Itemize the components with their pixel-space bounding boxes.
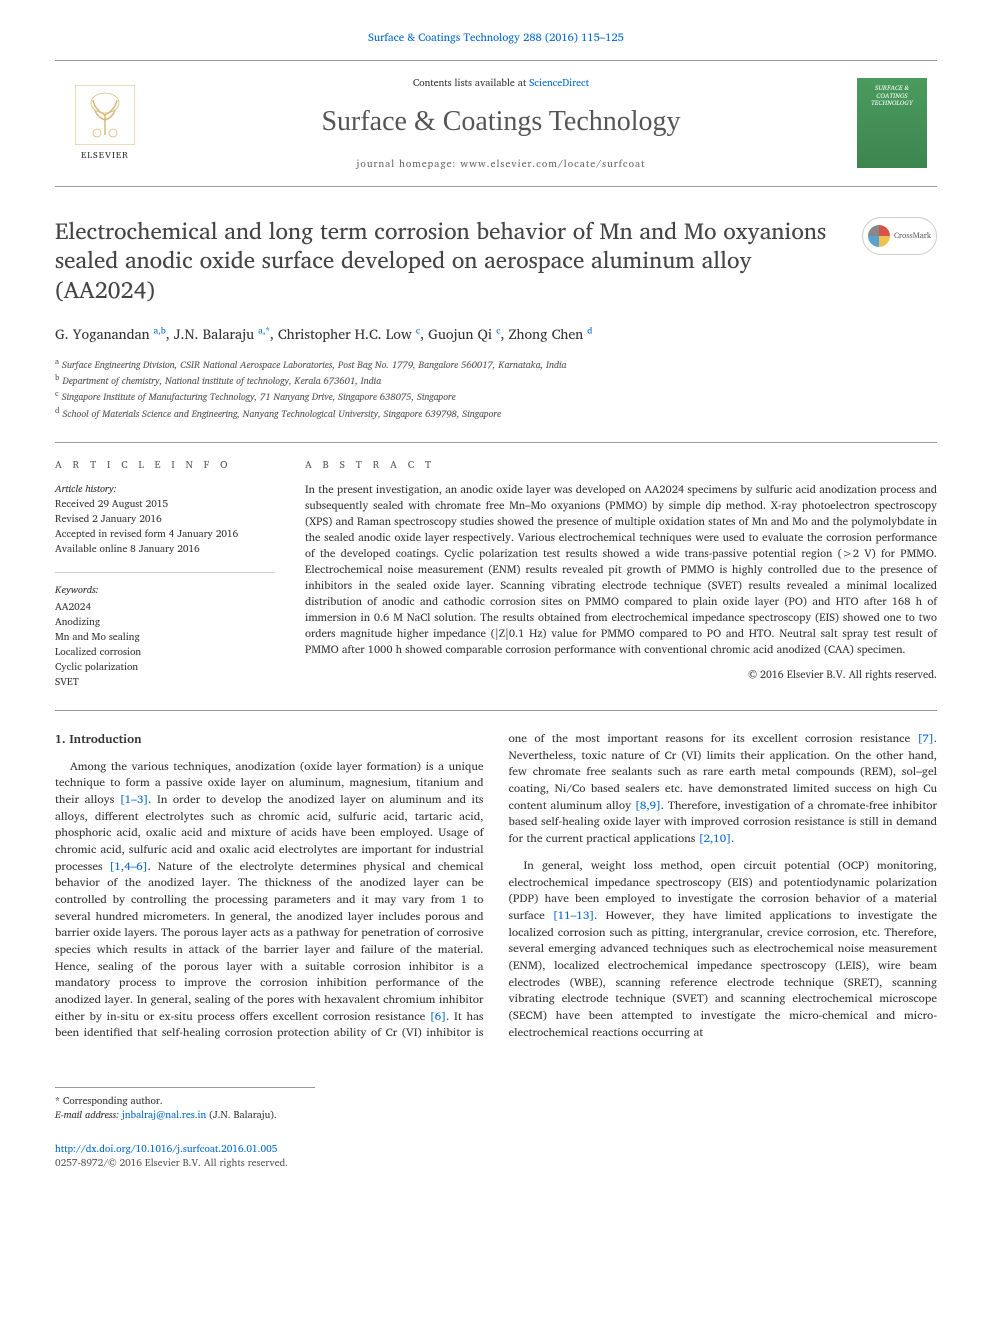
contents-prefix: Contents lists available at [413,75,529,91]
author-list: G. Yoganandan a,b, J.N. Balaraju a,*, Ch… [55,324,937,344]
title-text: Electrochemical and long term corrosion … [55,212,826,310]
history-line: Accepted in revised form 4 January 2016 [55,527,275,542]
author: Zhong Chen d [508,323,592,346]
article-history: Article history: Received 29 August 2015… [55,482,275,557]
abstract-text: In the present investigation, an anodic … [305,482,937,657]
article-info-sidebar: a r t i c l e i n f o Article history: R… [55,458,275,690]
journal-cover-thumb[interactable]: SURFACE & COATINGS TECHNOLOGY [857,78,927,168]
ref-link[interactable]: [2,10] [699,829,731,848]
history-label: Article history: [55,481,117,497]
keyword: AA2024 [55,600,275,615]
author: J.N. Balaraju a,* [174,323,270,346]
p2b: . However, they have limited application… [509,906,938,1042]
journal-homepage: journal homepage: www.elsevier.com/locat… [145,157,857,171]
p1c: . Nature of the electrolyte determines p… [55,857,484,1026]
abstract-heading: a b s t r a c t [305,458,937,472]
abstract-copyright: © 2016 Elsevier B.V. All rights reserved… [305,667,937,682]
elsevier-logo[interactable]: ELSEVIER [65,78,145,168]
article-title: Electrochemical and long term corrosion … [55,217,937,307]
history-line: Received 29 August 2015 [55,497,275,512]
article-meta-row: a r t i c l e i n f o Article history: R… [55,442,937,690]
keyword: Anodizing [55,615,275,630]
elsevier-tree-icon [75,85,135,145]
corresponding-author-note: * Corresponding author. E-mail address: … [55,1087,315,1122]
keyword: Localized corrosion [55,645,275,660]
journal-name: Surface & Coatings Technology [145,102,857,141]
author-aff-link[interactable]: a,* [258,322,270,337]
author: Christopher H.C. Low c [278,323,420,346]
section-divider [55,710,937,711]
affiliation-line: cSingapore Institute of Manufacturing Te… [55,389,937,405]
contents-lists-line: Contents lists available at ScienceDirec… [145,76,857,90]
author-aff-link[interactable]: a,b [154,322,166,337]
corr-email[interactable]: jnbalraj@nal.res.in [122,1107,206,1123]
affiliation-line: bDepartment of chemistry, National insti… [55,373,937,389]
history-line: Available online 8 January 2016 [55,542,275,557]
issn-copyright: 0257-8972/© 2016 Elsevier B.V. All right… [55,1156,937,1170]
affiliation-line: dSchool of Materials Science and Enginee… [55,406,937,422]
author: G. Yoganandan a,b [55,323,166,346]
intro-paragraph-2: In general, weight loss method, open cir… [509,858,938,1041]
corr-label: * Corresponding author. [55,1094,315,1108]
author-aff-link[interactable]: c [496,322,500,337]
homepage-url[interactable]: www.elsevier.com/locate/surfcoat [460,156,645,172]
affiliation-line: aSurface Engineering Division, CSIR Nati… [55,357,937,373]
intro-heading: 1. Introduction [55,731,484,748]
article-body: 1. Introduction Among the various techni… [55,731,937,1046]
author: Guojun Qi c [428,323,500,346]
crossmark-label: CrossMark [894,230,931,240]
banner-center: Contents lists available at ScienceDirec… [145,76,857,170]
sciencedirect-link[interactable]: ScienceDirect [529,75,589,91]
email-suffix: (J.N. Balaraju). [206,1107,277,1123]
email-label: E-mail address: [55,1107,122,1123]
doi-link[interactable]: http://dx.doi.org/10.1016/j.surfcoat.201… [55,1142,937,1156]
affiliations-list: aSurface Engineering Division, CSIR Nati… [55,357,937,423]
keyword: Mn and Mo sealing [55,630,275,645]
history-line: Revised 2 January 2016 [55,512,275,527]
keyword: SVET [55,675,275,690]
journal-citation-header[interactable]: Surface & Coatings Technology 288 (2016)… [55,30,937,45]
keywords-label: Keywords: [55,583,275,598]
keywords-block: Keywords: AA2024AnodizingMn and Mo seali… [55,572,275,690]
footer-block: * Corresponding author. E-mail address: … [55,1087,937,1170]
crossmark-icon [868,225,890,247]
elsevier-label: ELSEVIER [81,149,129,162]
article-info-heading: a r t i c l e i n f o [55,458,275,472]
author-aff-link[interactable]: d [587,322,592,337]
p1g: . [731,829,734,848]
homepage-label: journal homepage: [356,156,460,172]
author-aff-link[interactable]: c [416,322,420,337]
cover-title: SURFACE & COATINGS TECHNOLOGY [860,84,924,105]
keyword: Cyclic polarization [55,660,275,675]
journal-banner: ELSEVIER Contents lists available at Sci… [55,60,937,186]
crossmark-badge[interactable]: CrossMark [862,217,937,255]
abstract-box: a b s t r a c t In the present investiga… [305,458,937,690]
